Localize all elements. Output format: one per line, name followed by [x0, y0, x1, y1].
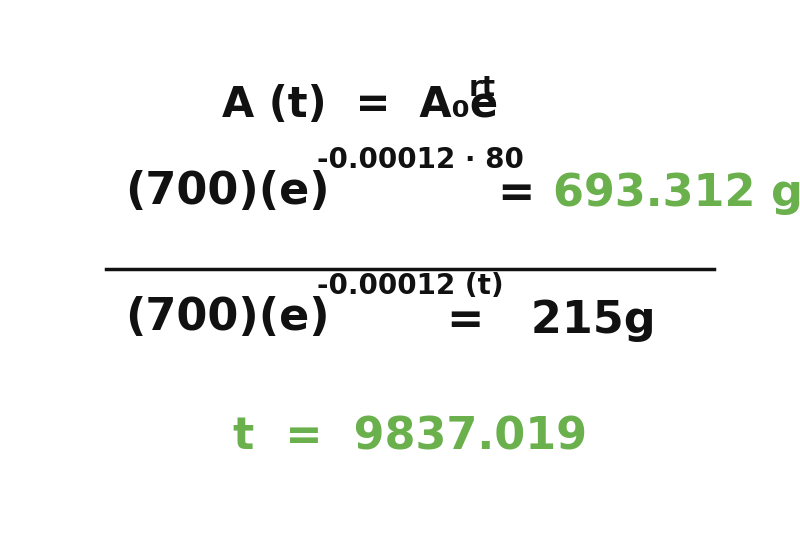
Text: (700)(e): (700)(e)	[125, 170, 330, 213]
Text: t  =  9837.019: t = 9837.019	[233, 415, 587, 458]
Text: (700)(e): (700)(e)	[125, 296, 330, 338]
Text: A (t)  =  A₀e: A (t) = A₀e	[222, 84, 498, 126]
Text: -0.00012 (t): -0.00012 (t)	[317, 272, 504, 300]
Text: 693.312 g: 693.312 g	[553, 172, 800, 215]
Text: =   215g: = 215g	[447, 299, 656, 342]
Text: -0.00012 · 80: -0.00012 · 80	[317, 146, 524, 174]
Text: rt: rt	[469, 75, 496, 102]
Text: =: =	[497, 172, 534, 215]
